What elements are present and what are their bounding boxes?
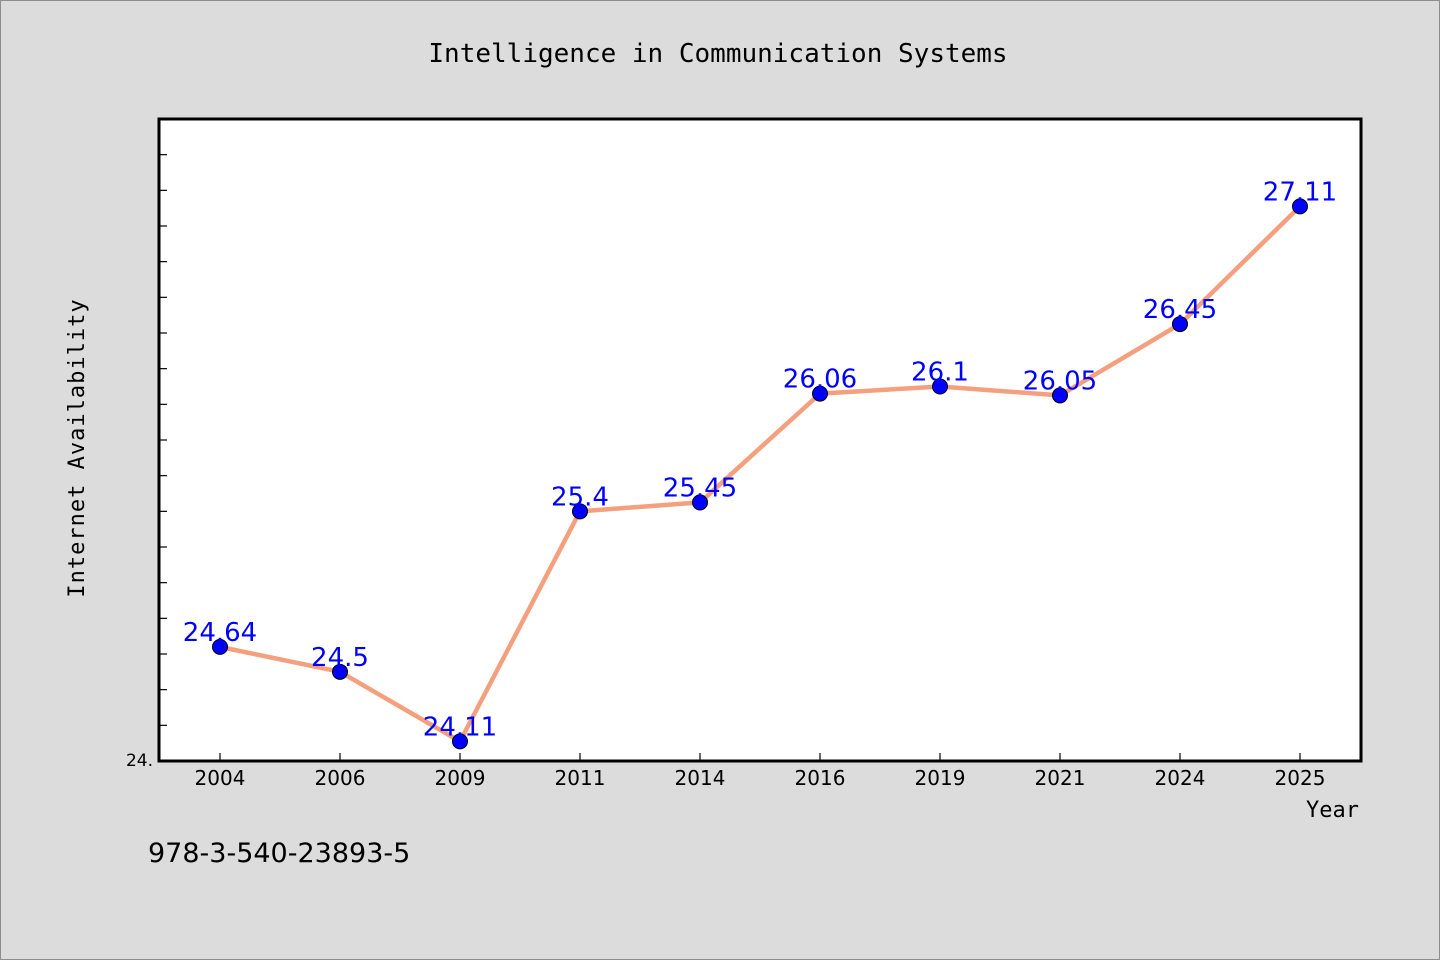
- y-axis-label: Internet Availability: [65, 298, 90, 597]
- data-point: [692, 494, 708, 511]
- data-point: [932, 378, 948, 395]
- y-axis-ticks: [159, 154, 167, 726]
- x-tick-label: 2006: [315, 766, 366, 790]
- data-point: [212, 638, 228, 655]
- y-tick-label: 24.: [126, 751, 153, 771]
- data-point: [1292, 198, 1308, 215]
- data-point: [1172, 316, 1188, 333]
- data-label: 24.64: [183, 618, 257, 648]
- x-tick-label: 2009: [435, 766, 486, 790]
- x-tick-label: 2014: [675, 766, 726, 790]
- data-label: 24.5: [311, 643, 369, 673]
- data-point: [812, 385, 828, 402]
- x-axis-ticks: 2004 2006 2009 2011 2014 2016 2019 2021 2024 2025: [195, 753, 1326, 790]
- data-label: 26.05: [1023, 366, 1097, 396]
- x-tick-label: 2025: [1275, 766, 1326, 790]
- plot-area: [157, 117, 1363, 763]
- data-label: 27.11: [1263, 177, 1337, 207]
- footer-text: 978-3-540-23893-5: [148, 838, 410, 869]
- data-point: [1052, 387, 1068, 404]
- x-tick-label: 2021: [1035, 766, 1086, 790]
- data-label: 25.4: [551, 482, 609, 512]
- x-axis-label: Year: [1306, 798, 1359, 823]
- data-point: [452, 733, 468, 750]
- data-label: 25.45: [663, 473, 737, 503]
- x-tick-label: 2024: [1155, 766, 1206, 790]
- data-label: 26.06: [783, 365, 857, 395]
- data-label: 26.1: [911, 358, 969, 388]
- x-tick-label: 2004: [195, 766, 246, 790]
- series-layer: 24.64 24.5 24.11 25.4 25.45 26.06 26.1 26.05 26.…: [183, 177, 1337, 750]
- x-tick-label: 2019: [915, 766, 966, 790]
- data-label: 26.45: [1143, 295, 1217, 325]
- data-label: 24.11: [423, 712, 497, 742]
- data-point: [572, 503, 588, 520]
- x-tick-label: 2016: [795, 766, 846, 790]
- data-point: [332, 663, 348, 680]
- series-line: [219, 204, 1302, 744]
- chart-title: Intelligence in Communication Systems: [428, 39, 1007, 69]
- x-tick-label: 2011: [555, 766, 606, 790]
